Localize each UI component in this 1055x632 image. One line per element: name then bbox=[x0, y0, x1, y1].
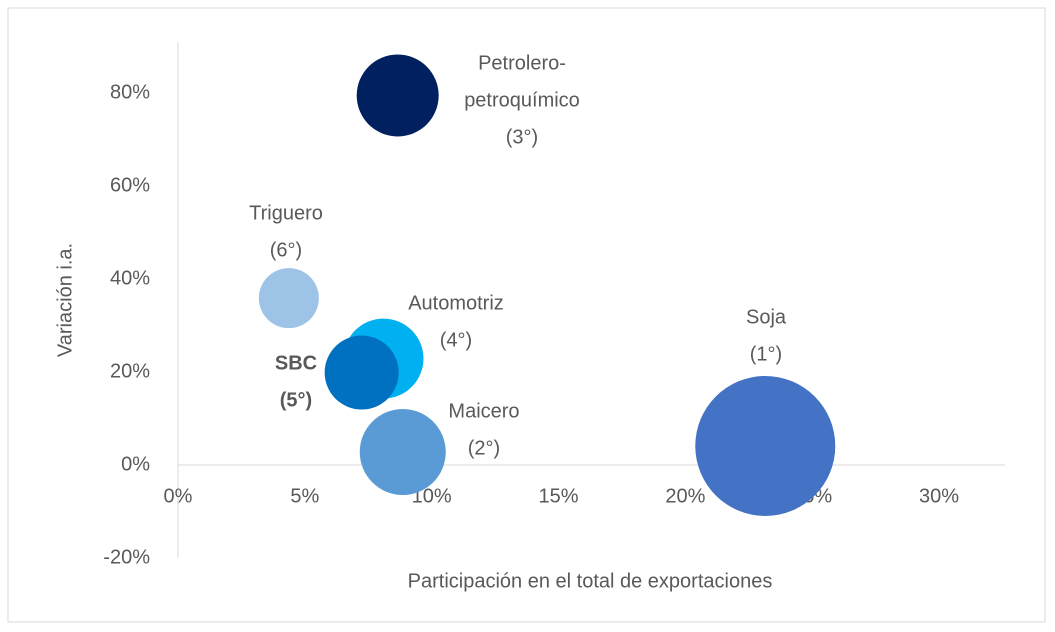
y-tick-label: -20% bbox=[103, 546, 150, 568]
y-tick-label: 20% bbox=[110, 360, 150, 382]
bubble-label: Automotriz bbox=[408, 292, 504, 314]
x-tick-label: 20% bbox=[665, 485, 705, 507]
bubble-label: Soja bbox=[746, 306, 787, 328]
x-tick-label: 30% bbox=[919, 485, 959, 507]
x-tick-label: 0% bbox=[164, 485, 193, 507]
x-tick-label: 5% bbox=[290, 485, 319, 507]
x-tick-label: 15% bbox=[539, 485, 579, 507]
y-tick-label: 80% bbox=[110, 81, 150, 103]
bubble-label: Maicero bbox=[448, 400, 519, 422]
bubble-label: (2°) bbox=[468, 437, 500, 459]
bubble-label: (5°) bbox=[280, 389, 312, 411]
bubble bbox=[359, 408, 446, 496]
bubble bbox=[324, 335, 399, 410]
bubble-label: Petrolero- bbox=[478, 52, 566, 74]
y-tick-label: 60% bbox=[110, 174, 150, 196]
bubble-label: (1°) bbox=[750, 343, 782, 365]
bubble-label: (4°) bbox=[440, 329, 472, 351]
bubble-label: petroquímico bbox=[464, 89, 580, 111]
x-axis-title: Participación en el total de exportacion… bbox=[408, 570, 773, 592]
y-tick-label: 40% bbox=[110, 267, 150, 289]
bubble-label: (3°) bbox=[506, 126, 538, 148]
bubble bbox=[258, 268, 319, 329]
x-tick-label: 10% bbox=[412, 485, 452, 507]
y-axis-title: Variación i.a. bbox=[54, 243, 76, 357]
bubble-label: SBC bbox=[275, 352, 317, 374]
chart-frame bbox=[7, 7, 1046, 623]
bubble bbox=[695, 375, 836, 516]
y-tick-label: 0% bbox=[121, 453, 150, 475]
bubble bbox=[356, 54, 439, 137]
bubble-label: Triguero bbox=[249, 202, 323, 224]
bubble-label: (6°) bbox=[270, 239, 302, 261]
